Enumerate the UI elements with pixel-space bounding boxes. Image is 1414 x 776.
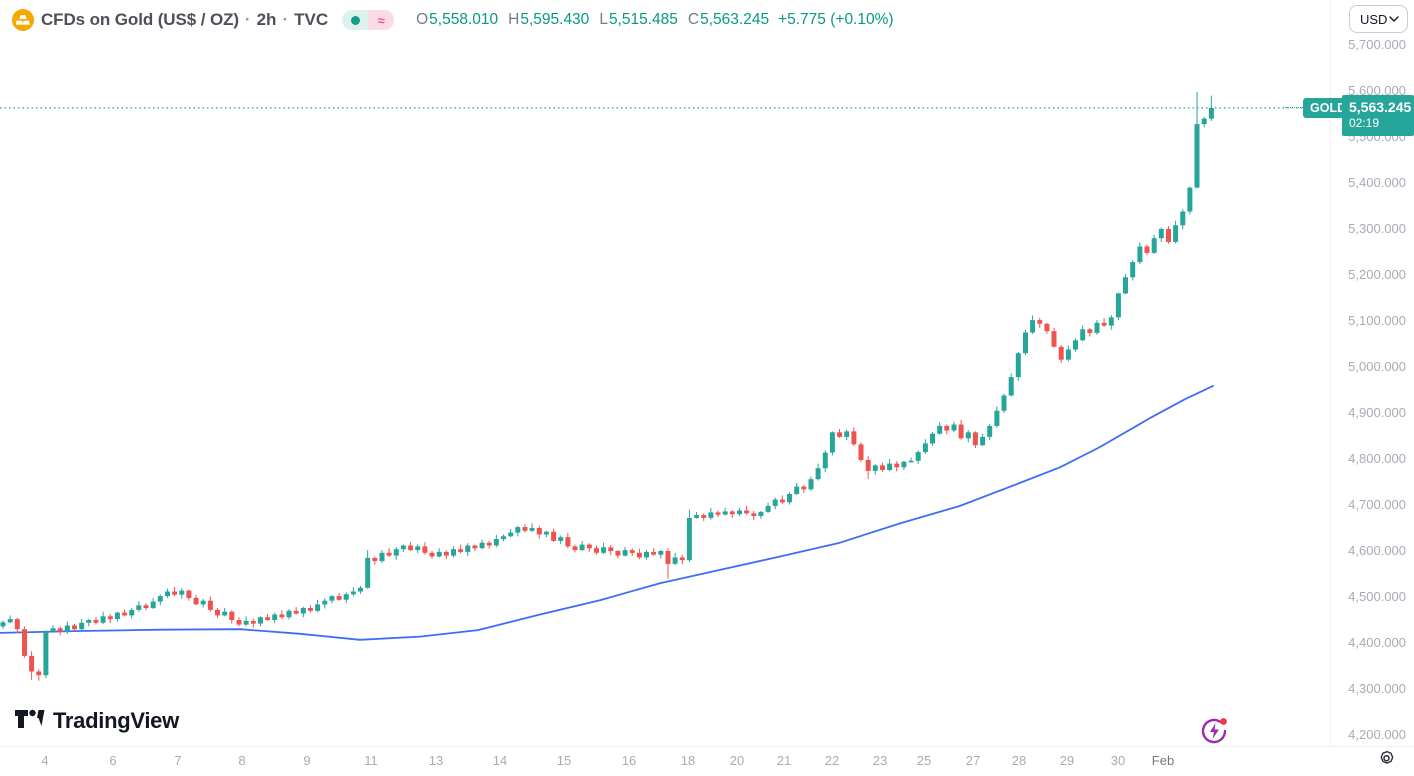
- price-tick-label: 5,400.000: [1348, 175, 1406, 190]
- price-tick-label: 5,000.000: [1348, 359, 1406, 374]
- legend-separator: ·: [244, 10, 251, 29]
- chevron-down-icon: [1389, 16, 1399, 22]
- time-tick-label: 28: [1011, 753, 1027, 768]
- time-tick-label: 11: [364, 753, 378, 768]
- delayed-data-indicator: ≈: [368, 10, 395, 30]
- change-value: +5.775 (+0.10%): [778, 11, 894, 28]
- market-open-indicator: [342, 10, 369, 30]
- time-tick-label: 22: [824, 753, 840, 768]
- last-price-value: 5,563.245: [1349, 98, 1412, 115]
- time-tick-label: 18: [680, 753, 696, 768]
- time-tick-label: 16: [621, 753, 637, 768]
- price-tick-label: 5,200.000: [1348, 267, 1406, 282]
- time-tick-label: 7: [174, 753, 182, 768]
- last-price-label: 5,563.245 02:19: [1342, 94, 1414, 136]
- legend-separator: ·: [282, 10, 289, 29]
- time-tick-label: 6: [109, 753, 117, 768]
- candlestick-chart[interactable]: [0, 0, 1330, 746]
- time-tick-label: 9: [303, 753, 311, 768]
- price-tick-label: 5,600.000: [1348, 83, 1406, 98]
- time-tick-label: 27: [965, 753, 981, 768]
- time-tick-label: 4: [41, 753, 49, 768]
- tradingview-logo[interactable]: TradingView: [15, 708, 179, 734]
- price-tick-label: 4,800.000: [1348, 451, 1406, 466]
- time-tick-label: 23: [872, 753, 888, 768]
- time-tick-label: 29: [1059, 753, 1075, 768]
- exchange-name[interactable]: TVC: [294, 10, 329, 29]
- time-tick-label: 30: [1110, 753, 1126, 768]
- time-scale[interactable]: 4 6 7 8 9 11 13 14 15 16 18 20 21 22 23 25 27 28 29 30 Feb: [0, 747, 1330, 776]
- high-label: H: [508, 11, 520, 28]
- notification-dot: [1220, 718, 1227, 725]
- market-status-pill[interactable]: ≈: [342, 10, 395, 30]
- status-dot-icon: [350, 15, 360, 25]
- time-tick-label: 25: [916, 753, 932, 768]
- time-tick-label: 14: [492, 753, 508, 768]
- time-scale-border: [0, 746, 1414, 747]
- close-value: 5,563.245: [700, 11, 770, 28]
- ohlc-values: O 5,558.010 H 5,595.430 L 5,515.485 C 5,…: [406, 11, 893, 29]
- spark-flash-button[interactable]: [1199, 716, 1229, 746]
- price-tick-label: 5,100.000: [1348, 313, 1406, 328]
- currency-value: USD: [1360, 11, 1388, 27]
- gold-bars-icon: [12, 9, 34, 31]
- tradingview-mark-icon: [15, 709, 45, 728]
- open-value: 5,558.010: [429, 11, 499, 28]
- price-scale-border: [1330, 0, 1331, 746]
- price-tick-label: 4,500.000: [1348, 589, 1406, 604]
- time-tick-label: 15: [556, 753, 572, 768]
- price-tick-label: 4,200.000: [1348, 727, 1406, 742]
- bar-countdown: 02:19: [1349, 115, 1380, 130]
- tradingview-logo-text: TradingView: [53, 708, 179, 733]
- approx-icon: ≈: [377, 12, 385, 28]
- price-tick-label: 4,600.000: [1348, 543, 1406, 558]
- price-tick-label: 4,900.000: [1348, 405, 1406, 420]
- low-value: 5,515.485: [608, 11, 678, 28]
- price-tick-label: 4,300.000: [1348, 681, 1406, 696]
- low-label: L: [599, 11, 608, 28]
- currency-selector[interactable]: USD: [1349, 5, 1408, 33]
- high-value: 5,595.430: [520, 11, 590, 28]
- time-tick-label: 21: [776, 753, 792, 768]
- price-tick-label: 4,400.000: [1348, 635, 1406, 650]
- scale-settings-gear-icon[interactable]: [1372, 745, 1400, 771]
- symbol-title[interactable]: CFDs on Gold (US$ / OZ): [41, 10, 239, 29]
- time-tick-label: 13: [428, 753, 444, 768]
- time-tick-label: Feb: [1151, 753, 1175, 768]
- price-tick-label: 5,300.000: [1348, 221, 1406, 236]
- symbol-legend[interactable]: CFDs on Gold (US$ / OZ) · 2h · TVC ≈ O 5…: [12, 8, 894, 32]
- symbol-price-badge: GOLD: [1303, 97, 1354, 118]
- open-label: O: [416, 11, 429, 28]
- time-tick-label: 20: [729, 753, 745, 768]
- time-tick-label: 8: [238, 753, 246, 768]
- lightning-icon: [1210, 723, 1219, 739]
- close-label: C: [687, 11, 700, 28]
- price-tick-label: 4,700.000: [1348, 497, 1406, 512]
- interval-value[interactable]: 2h: [256, 10, 277, 29]
- price-tick-label: 5,700.000: [1348, 37, 1406, 52]
